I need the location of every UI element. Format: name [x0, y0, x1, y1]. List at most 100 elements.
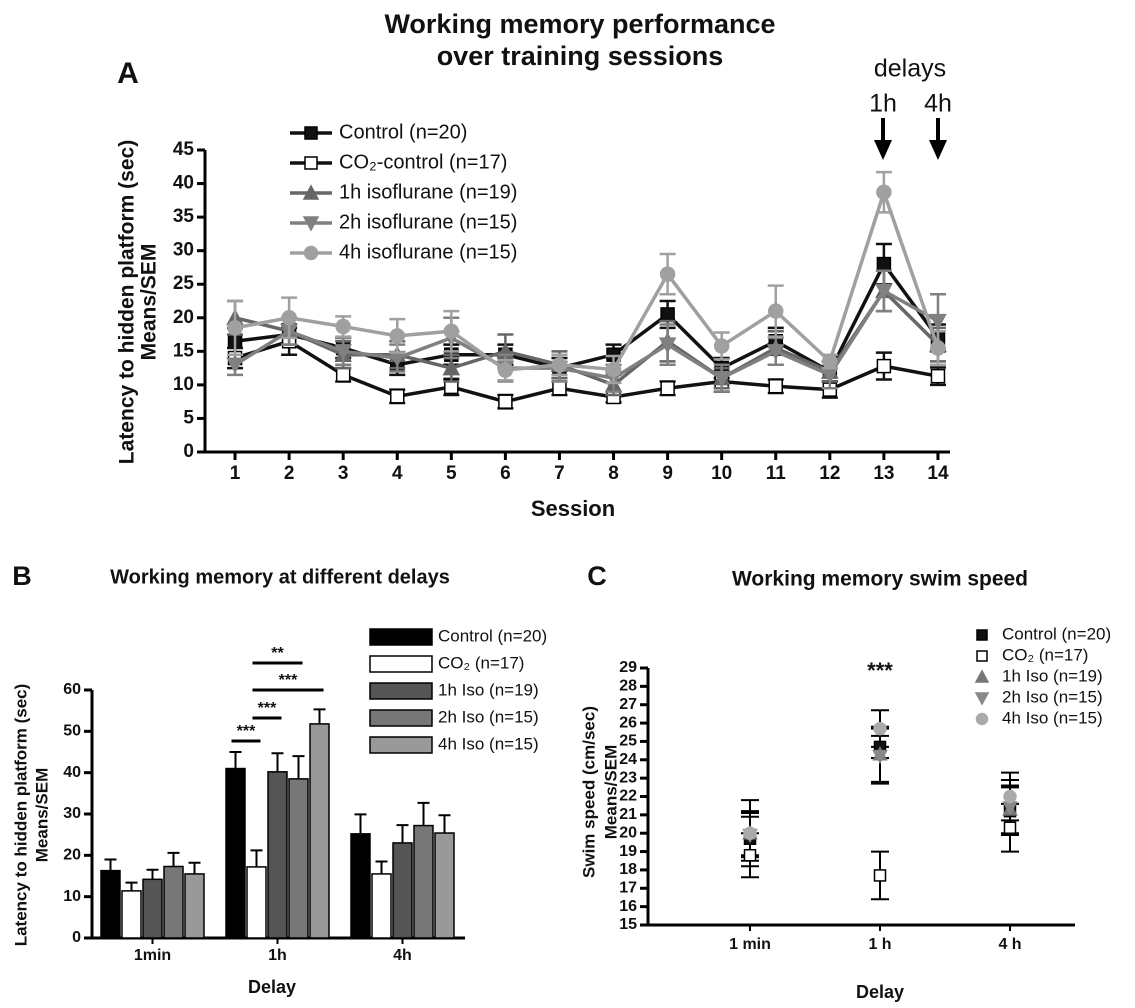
bar — [288, 778, 309, 939]
arrow-head — [874, 140, 892, 160]
legend-label: CO₂ (n=17) — [1002, 645, 1088, 664]
point — [334, 344, 352, 361]
point — [930, 368, 946, 384]
y-tick-label: 24 — [619, 751, 637, 768]
y-tick-label: 0 — [72, 929, 81, 946]
bar — [142, 878, 163, 939]
legend-label: Control (n=20) — [438, 626, 547, 645]
series-line — [234, 186, 940, 372]
point — [551, 357, 568, 373]
point — [659, 266, 676, 282]
y-axis-label: Swim speed (cm/sec) — [579, 706, 598, 878]
point — [768, 303, 784, 319]
y-tick-label: 19 — [619, 843, 637, 860]
error-bar — [354, 813, 367, 834]
error-bar — [438, 814, 451, 834]
delay-arrows — [874, 118, 947, 160]
error-bar — [313, 708, 326, 724]
point — [443, 323, 460, 339]
x-tick-label: 3 — [338, 463, 349, 484]
legend-swatch — [369, 709, 433, 727]
y-tick-label: 0 — [183, 441, 194, 462]
point — [873, 869, 887, 882]
panel-label: B — [12, 561, 32, 591]
y-tick-label: 45 — [173, 139, 195, 160]
legend-swatch — [369, 682, 433, 700]
bar — [184, 873, 205, 939]
error-bar — [292, 755, 305, 779]
point — [1003, 789, 1017, 804]
point — [497, 362, 514, 378]
bar — [267, 771, 288, 939]
point — [872, 749, 888, 765]
error-bar — [125, 881, 138, 891]
point — [658, 337, 677, 354]
point — [660, 307, 675, 322]
annotation: 4h — [924, 90, 952, 118]
legend-label: 1h Iso (n=19) — [1002, 666, 1103, 685]
legend-marker — [302, 184, 320, 200]
bar — [413, 824, 434, 939]
legend-marker — [974, 692, 990, 706]
y-tick-label: 29 — [619, 659, 637, 676]
x-tick-label: 7 — [554, 463, 565, 484]
arrow-head — [929, 140, 947, 160]
point — [442, 359, 461, 376]
legend-label: 2h isoflurane (n=15) — [339, 211, 517, 233]
y-tick-label: 18 — [619, 861, 637, 878]
x-tick-label: 13 — [873, 463, 894, 484]
bar — [246, 866, 267, 939]
legend-marker — [976, 629, 988, 641]
point — [552, 380, 567, 396]
chart-title: Working memory swim speed — [732, 568, 1028, 591]
y-tick-label: 20 — [173, 307, 194, 328]
x-tick-label: 6 — [500, 463, 511, 484]
x-tick-label: 1 — [230, 463, 241, 484]
legend-label: 2h Iso (n=15) — [1002, 687, 1103, 706]
y-tick-label: 17 — [619, 880, 637, 897]
error-bar — [250, 849, 263, 867]
x-tick-label: 1min — [134, 947, 171, 964]
bar — [371, 873, 392, 939]
series-line — [234, 288, 939, 381]
x-axis-label: Delay — [248, 977, 296, 997]
bar — [392, 842, 413, 939]
x-tick-label: 4h — [393, 947, 412, 964]
legend-label: Control (n=20) — [339, 121, 467, 143]
y-tick-label: 20 — [619, 824, 637, 841]
annotation: delays — [874, 55, 946, 83]
y-tick-label: 22 — [619, 788, 637, 805]
panel-label: C — [587, 561, 607, 591]
significance-label: *** — [258, 700, 277, 717]
x-tick-label: 2 — [284, 463, 295, 484]
y-tick-label: 40 — [63, 764, 81, 781]
x-tick-label: 11 — [766, 463, 787, 484]
bar — [309, 723, 330, 939]
y-tick-label: 26 — [619, 714, 637, 731]
x-tick-label: 4 — [392, 463, 403, 484]
point — [743, 826, 757, 840]
legend-label: CO₂ (n=17) — [438, 653, 524, 672]
point — [876, 184, 892, 201]
point — [876, 358, 892, 374]
y-tick-label: 23 — [619, 769, 637, 786]
y-axis-label: Latency to hidden platform (sec) — [11, 684, 30, 947]
y-axis-label: Latency to hidden platform (sec) — [116, 140, 139, 464]
point — [875, 283, 893, 301]
point — [743, 848, 757, 862]
y-tick-label: 30 — [173, 240, 194, 261]
point — [226, 357, 244, 374]
y-tick-label: 28 — [619, 678, 637, 695]
significance-label: *** — [237, 723, 256, 740]
y-tick-label: 10 — [63, 888, 81, 905]
significance-label: *** — [867, 658, 893, 683]
x-tick-label: 8 — [608, 463, 619, 484]
legend-swatch — [369, 736, 433, 754]
point — [873, 721, 887, 736]
error-bar — [167, 851, 180, 867]
point — [389, 328, 405, 344]
legend-marker — [304, 126, 318, 140]
point — [227, 320, 243, 336]
legend-marker — [976, 650, 988, 662]
